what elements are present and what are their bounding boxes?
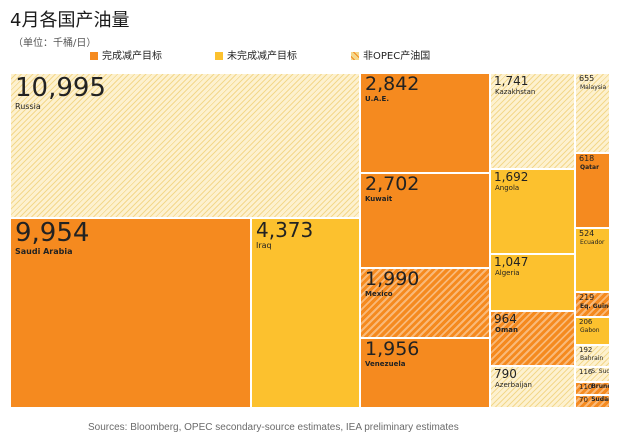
treemap-tile-sudan: 70Sudan — [575, 395, 610, 408]
tile-name: Russia — [15, 102, 41, 111]
legend-swatch-met — [90, 52, 98, 60]
legend-item-nonopec: 非OPEC产油国 — [351, 47, 430, 62]
tile-name: Qatar — [580, 164, 600, 171]
tile-name: Malaysia — [580, 84, 607, 91]
tile-name: Brunei — [591, 383, 609, 390]
treemap-tile-oman: 964 Oman — [490, 311, 575, 366]
treemap-tile-azerbaijan: 790 Azerbaijan — [490, 366, 575, 408]
tile-value: 524 — [579, 229, 595, 238]
legend-swatch-unmet — [215, 52, 223, 60]
tile-name: Eq. Guinea — [580, 303, 609, 310]
treemap-tile-kazakhstan: 1,741 Kazakhstan — [490, 73, 575, 169]
treemap-plot: 10,995 Russia 9,954 Saudi Arabia 4,373 Iraq 2,… — [10, 73, 630, 408]
tile-value: 4,373 — [256, 218, 314, 242]
tile-value: 1,990 — [365, 268, 420, 290]
tile-value: 10,995 — [15, 73, 106, 103]
tile-name: Ecuador — [580, 239, 605, 246]
tile-value: 790 — [494, 367, 517, 381]
tile-value: 2,842 — [365, 73, 420, 95]
tile-name: U.A.E. — [365, 95, 389, 103]
treemap-tile-bahrain: 192 Bahrain — [575, 345, 610, 367]
legend-label-nonopec: 非OPEC产油国 — [363, 51, 431, 62]
chart-subtitle: （单位：千桶/日） — [13, 38, 97, 49]
tile-value: 1,692 — [494, 170, 529, 184]
treemap-tile-mexico: 1,990 Mexico — [360, 268, 490, 338]
tile-value: 110 — [579, 383, 593, 391]
tile-name: Sudan — [591, 396, 609, 403]
treemap-tile-ecuador: 524 Ecuador — [575, 228, 610, 292]
tile-name: Mexico — [365, 290, 393, 298]
treemap-tile-venezuela: 1,956 Venezuela — [360, 338, 490, 408]
tile-value: 1,956 — [365, 338, 420, 360]
legend-label-unmet: 未完成减产目标 — [227, 51, 297, 62]
tile-value: 116 — [579, 368, 593, 376]
tile-value: 655 — [579, 74, 595, 83]
treemap-tile-brunei: 110Brunei — [575, 382, 610, 395]
tile-name: Kuwait — [365, 195, 393, 203]
chart-title: 4月各国产油量 — [10, 10, 130, 31]
treemap-tile-iraq: 4,373 Iraq — [251, 218, 360, 408]
source-note: Sources: Bloomberg, OPEC secondary-sourc… — [88, 422, 459, 433]
tile-name: Saudi Arabia — [15, 247, 73, 256]
treemap-tile-malaysia: 655 Malaysia — [575, 73, 610, 153]
tile-name: Algeria — [495, 269, 520, 277]
tile-name: S. Sudan — [591, 368, 610, 375]
tile-name: Azerbaijan — [495, 381, 532, 389]
tile-value: 2,702 — [365, 173, 420, 195]
treemap-tile-algeria: 1,047 Algeria — [490, 254, 575, 311]
tile-value: 219 — [579, 293, 595, 302]
tile-value: 9,954 — [15, 218, 90, 248]
tile-value: 206 — [579, 318, 593, 326]
tile-value: 70 — [579, 396, 588, 404]
tile-name: Gabon — [580, 327, 600, 334]
treemap-tile-russia: 10,995 Russia — [10, 73, 360, 218]
legend-item-met: 完成减产目标 — [90, 47, 162, 62]
tile-value: 1,047 — [494, 255, 529, 269]
tile-value: 192 — [579, 346, 593, 354]
legend-swatch-nonopec — [351, 52, 359, 60]
treemap-tile-kuwait: 2,702 Kuwait — [360, 173, 490, 268]
legend-label-met: 完成减产目标 — [102, 51, 162, 62]
treemap-tile-saudi-arabia: 9,954 Saudi Arabia — [10, 218, 251, 408]
legend-item-unmet: 未完成减产目标 — [215, 47, 297, 62]
treemap-tile-u-a-e: 2,842 U.A.E. — [360, 73, 490, 173]
treemap-tile-qatar: 618 Qatar — [575, 153, 610, 228]
tile-value: 964 — [494, 312, 517, 326]
tile-value: 618 — [579, 154, 595, 163]
treemap-tile-angola: 1,692 Angola — [490, 169, 575, 254]
tile-name: Angola — [495, 184, 520, 192]
tile-name: Iraq — [256, 241, 272, 250]
tile-name: Oman — [495, 326, 518, 334]
tile-value: 1,741 — [494, 74, 529, 88]
treemap-tile-gabon: 206 Gabon — [575, 317, 610, 345]
tile-name: Bahrain — [580, 355, 604, 362]
tile-name: Venezuela — [365, 360, 406, 368]
tile-name: Kazakhstan — [495, 88, 536, 96]
